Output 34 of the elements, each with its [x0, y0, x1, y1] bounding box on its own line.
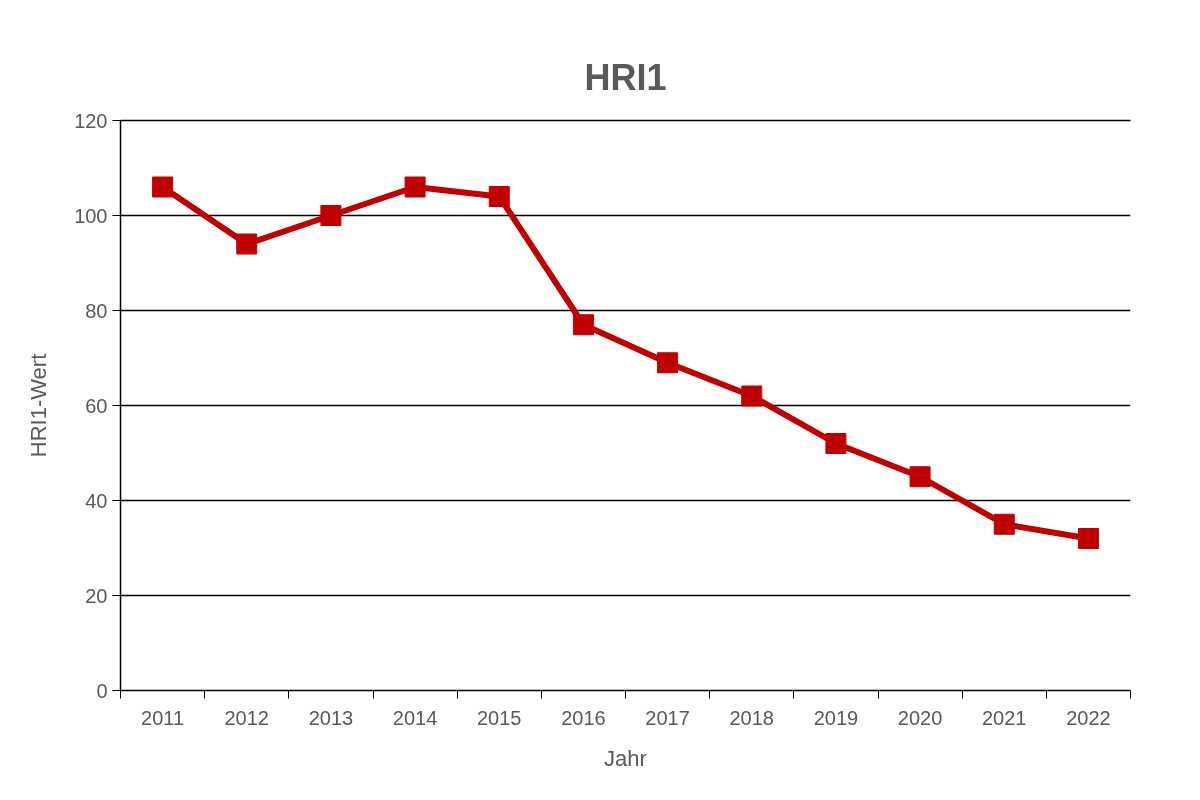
x-tick-label: 2021: [982, 706, 1027, 729]
x-tick-label: 2013: [308, 706, 354, 729]
point: [909, 466, 931, 488]
y-tick-label: 40: [85, 489, 108, 512]
x-tick-label: 2014: [392, 706, 438, 729]
point: [993, 513, 1015, 535]
y-tick-label: 100: [74, 204, 108, 227]
x-tick-label: 2020: [897, 706, 943, 729]
point: [236, 233, 258, 255]
point: [152, 176, 174, 198]
x-tick-label: 2022: [1066, 706, 1111, 729]
y-tick-label: 60: [85, 394, 108, 417]
y-tick-label: 20: [85, 584, 108, 607]
point: [488, 186, 510, 207]
point: [741, 385, 763, 407]
y-tick-label: 0: [96, 679, 108, 702]
y-axis-title: HRI1-Wert: [26, 353, 52, 458]
point: [657, 352, 679, 374]
x-tick-label: 2017: [645, 706, 690, 729]
x-tick-label: 2016: [561, 706, 606, 729]
point: [572, 314, 594, 336]
y-tick-label: 120: [74, 109, 108, 132]
y-tick-label: 80: [85, 299, 108, 322]
point: [320, 205, 342, 226]
x-tick-label: 2018: [729, 706, 774, 729]
chart-title: HRI1: [584, 57, 667, 98]
point: [825, 433, 847, 454]
x-tick-label: 2019: [813, 706, 859, 729]
x-tick-label: 2012: [224, 706, 269, 729]
point: [1077, 528, 1099, 549]
x-tick-label: 2011: [141, 706, 185, 729]
x-tick-label: 2015: [477, 706, 522, 729]
point: [404, 176, 426, 198]
x-axis-title: Jahr: [604, 745, 647, 771]
